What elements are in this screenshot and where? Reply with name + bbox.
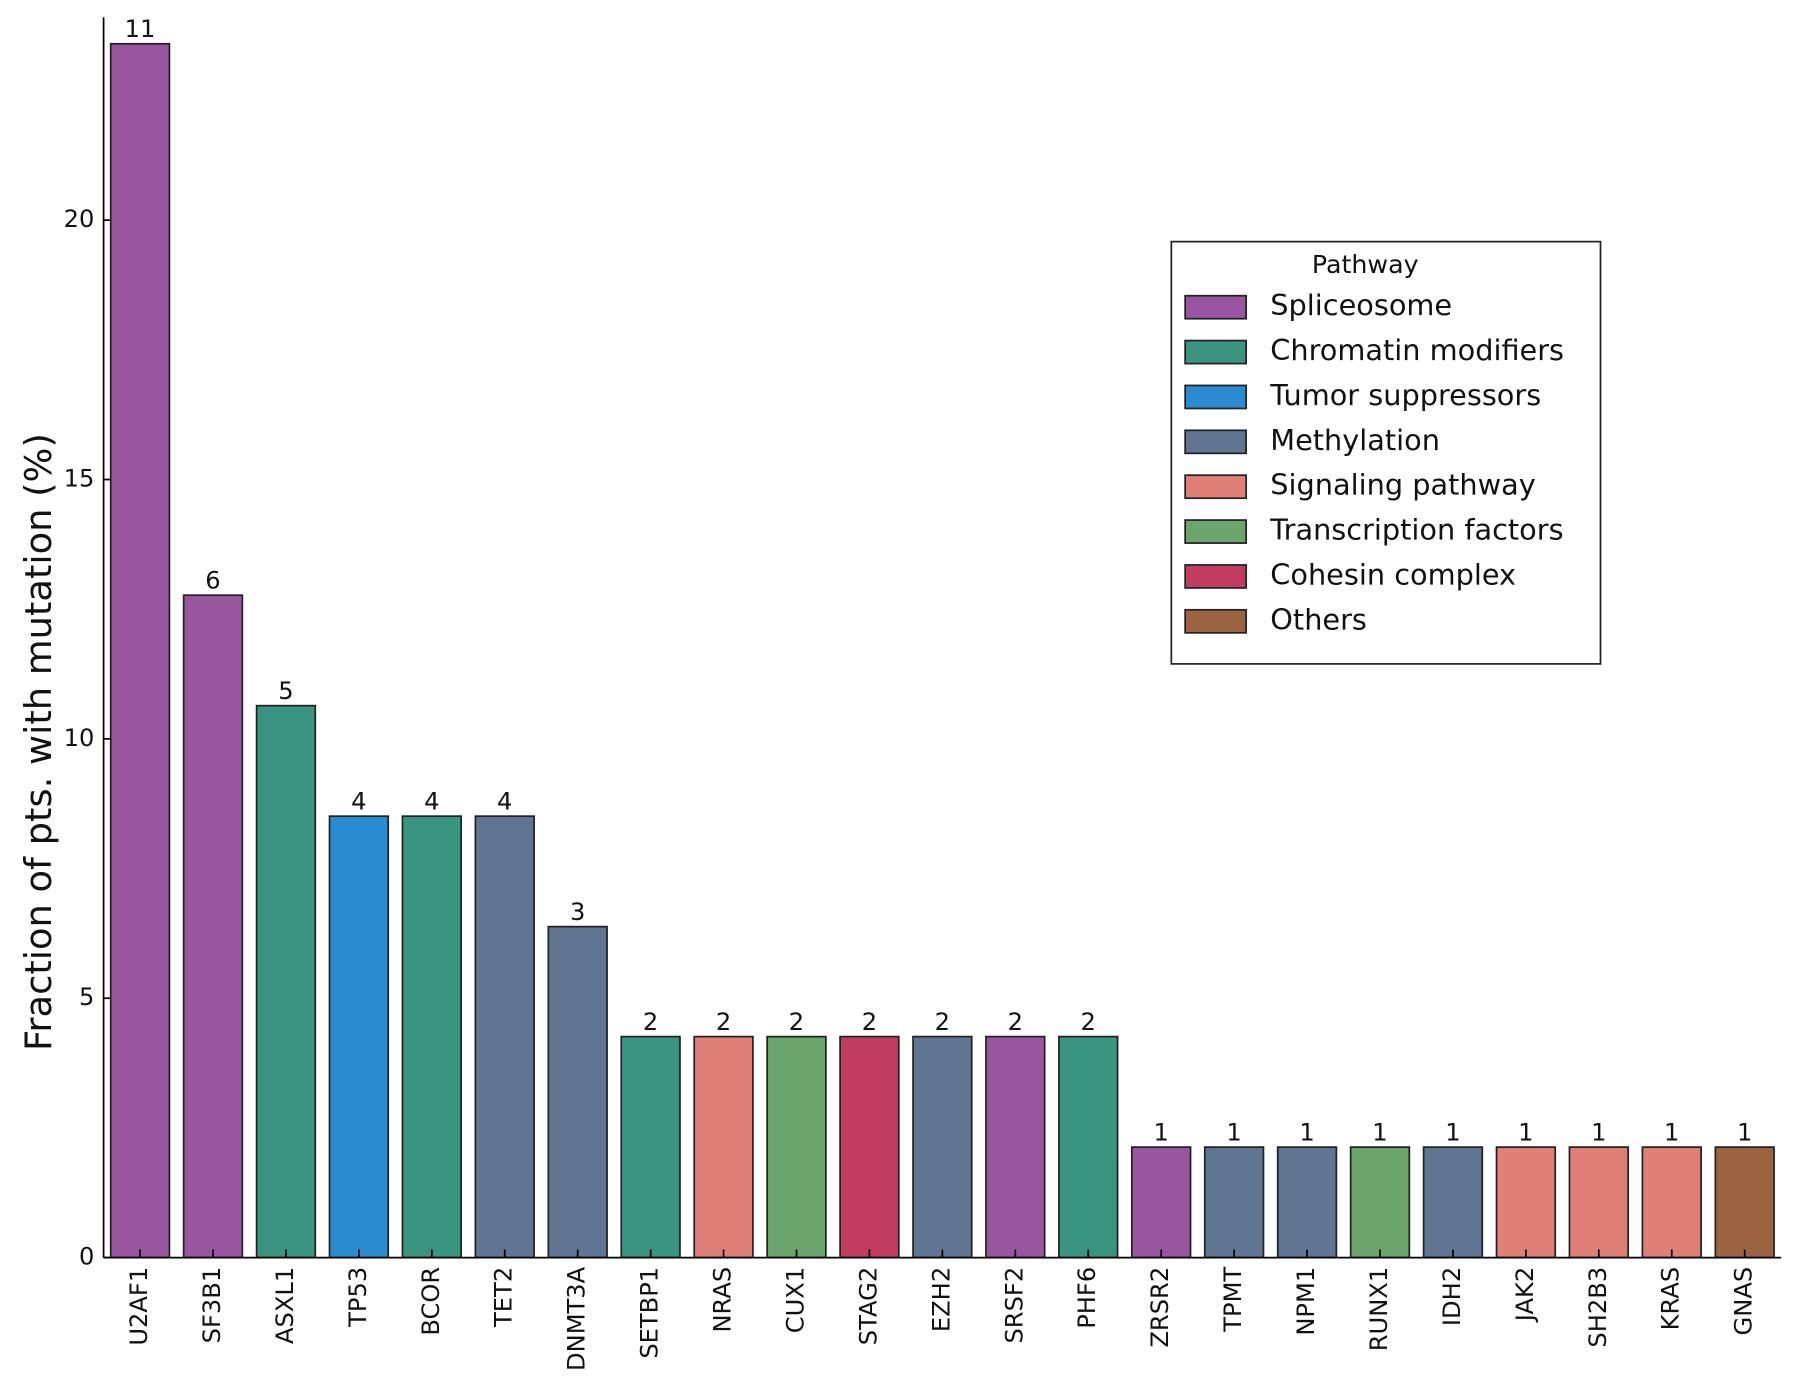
value-label: 4 (351, 787, 366, 815)
bar (912, 1035, 973, 1259)
bar (474, 815, 535, 1259)
legend-label: Spliceosome (1270, 288, 1452, 322)
bar (255, 704, 317, 1259)
x-tick-label: JAK2 (1511, 1267, 1539, 1323)
legend-label: Chromatin modifiers (1270, 333, 1564, 367)
x-tick-label: SH2B3 (1584, 1267, 1612, 1348)
bar (1058, 1035, 1119, 1259)
value-label: 1 (1591, 1118, 1606, 1146)
value-label: 1 (1226, 1118, 1241, 1146)
bar (1641, 1146, 1702, 1259)
y-tick-label: 20 (64, 205, 95, 233)
y-tick-label: 0 (79, 1243, 94, 1271)
x-tick-label: GNAS (1730, 1267, 1758, 1336)
legend-swatch (1184, 384, 1247, 410)
bar (766, 1035, 827, 1259)
value-label: 2 (643, 1008, 658, 1036)
bar (1714, 1146, 1775, 1259)
bar (1495, 1146, 1557, 1259)
legend-label: Tumor suppressors (1269, 378, 1541, 412)
bar (985, 1035, 1046, 1259)
y-tick-label: 10 (64, 724, 95, 752)
x-tick-label: BCOR (417, 1267, 445, 1336)
legend-label: Methylation (1270, 423, 1440, 457)
x-tick-label: TPMT (1219, 1267, 1247, 1333)
value-label: 5 (278, 677, 293, 705)
value-label: 1 (1299, 1118, 1314, 1146)
x-tick-label: IDH2 (1438, 1267, 1466, 1326)
legend-label: Signaling pathway (1270, 468, 1535, 502)
bar (109, 42, 171, 1259)
y-tick-label: 15 (64, 465, 95, 493)
legend-swatch (1184, 564, 1247, 589)
legend-swatch (1184, 294, 1247, 320)
x-tick-label: ZRSR2 (1146, 1267, 1174, 1348)
bar (1276, 1146, 1338, 1259)
value-label: 1 (1445, 1118, 1460, 1146)
x-tick-label: STAG2 (854, 1267, 882, 1345)
bar (1203, 1146, 1265, 1259)
x-tick-label: SRSF2 (1000, 1267, 1028, 1344)
x-tick-label: CUX1 (781, 1267, 809, 1333)
value-label: 2 (716, 1008, 731, 1036)
bar (1130, 1146, 1192, 1259)
x-tick-label: U2AF1 (125, 1267, 153, 1346)
value-label: 3 (570, 898, 585, 926)
x-tick-label: PHF6 (1073, 1267, 1101, 1329)
bar (328, 815, 390, 1259)
value-label: 6 (205, 566, 220, 594)
value-label: 2 (862, 1008, 877, 1036)
value-label: 4 (424, 787, 439, 815)
bar (1422, 1146, 1484, 1259)
x-tick-label: ASXL1 (271, 1267, 299, 1344)
value-label: 11 (125, 15, 156, 43)
bar (1349, 1146, 1411, 1259)
y-axis-label: Fraction of pts. with mutation (%) (17, 433, 60, 1051)
x-tick-label: NPM1 (1292, 1267, 1320, 1336)
bar (693, 1035, 754, 1259)
value-label: 1 (1518, 1118, 1533, 1146)
value-label: 2 (789, 1008, 804, 1036)
x-tick-label: DNMT3A (563, 1266, 591, 1371)
legend-label: Transcription factors (1269, 513, 1563, 547)
legend-swatch (1184, 429, 1247, 455)
value-label: 2 (1008, 1008, 1023, 1036)
value-label: 1 (1372, 1118, 1387, 1146)
x-tick-label: NRAS (709, 1267, 737, 1333)
legend-label: Others (1270, 602, 1367, 636)
legend-swatch (1184, 474, 1247, 500)
bar (182, 594, 244, 1259)
x-tick-label: TP53 (344, 1267, 372, 1328)
x-tick-label: SF3B1 (198, 1267, 226, 1344)
value-label: 2 (1081, 1008, 1096, 1036)
legend-swatch (1184, 339, 1247, 365)
legend-swatch (1184, 608, 1247, 634)
x-tick-label: SETBP1 (636, 1267, 664, 1359)
bar (547, 925, 608, 1259)
bar (401, 815, 463, 1259)
value-label: 1 (1153, 1118, 1168, 1146)
bar (620, 1035, 681, 1259)
legend-label: Cohesin complex (1270, 557, 1516, 591)
legend-swatch (1184, 519, 1247, 544)
bar (1568, 1146, 1630, 1259)
bar (839, 1035, 900, 1259)
value-label: 4 (497, 787, 512, 815)
value-label: 2 (935, 1008, 950, 1036)
value-label: 1 (1664, 1118, 1679, 1146)
value-label: 1 (1737, 1118, 1752, 1146)
x-tick-label: TET2 (490, 1267, 518, 1328)
x-tick-label: EZH2 (927, 1267, 955, 1332)
legend-title: Pathway (1312, 250, 1419, 279)
y-tick-label: 5 (79, 983, 94, 1011)
x-tick-label: RUNX1 (1365, 1267, 1393, 1351)
x-tick-label: KRAS (1657, 1267, 1685, 1331)
